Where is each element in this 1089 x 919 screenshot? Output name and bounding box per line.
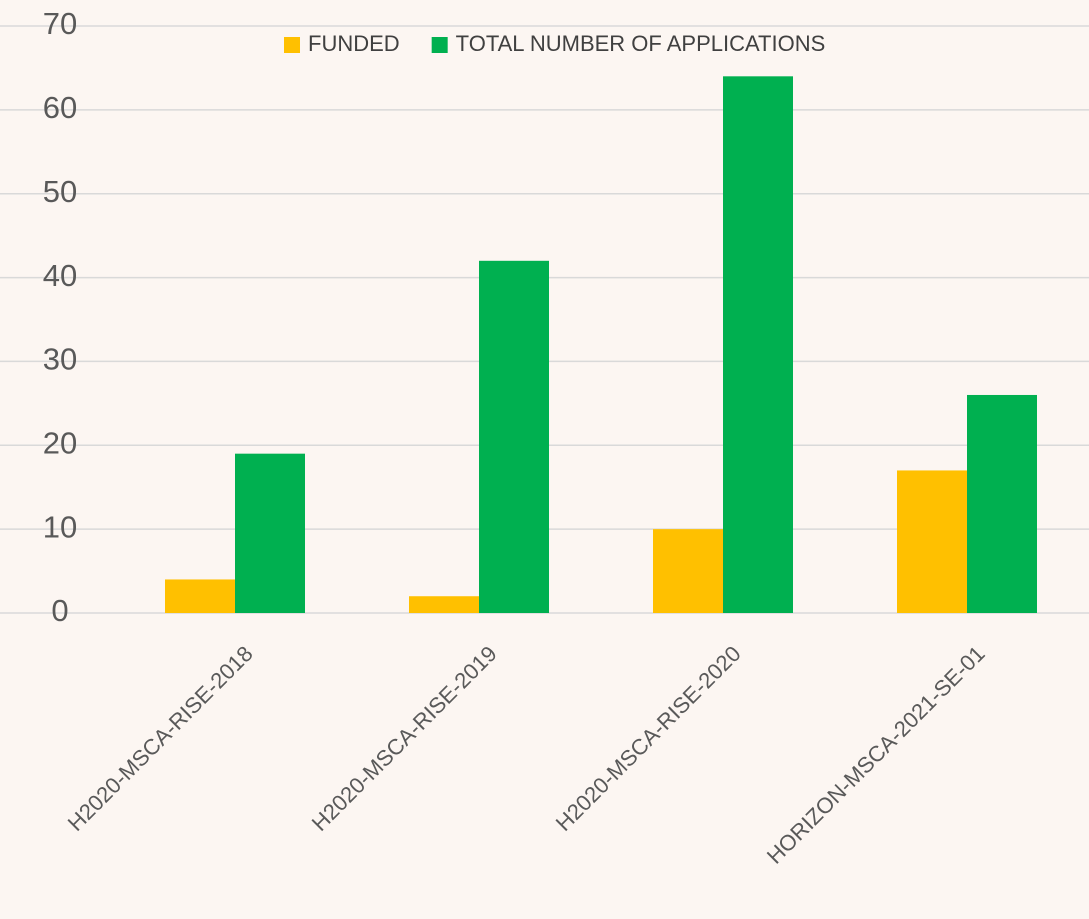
bar <box>967 394 1037 613</box>
y-tick-label: 30 <box>43 342 77 377</box>
legend-label: FUNDED <box>308 31 400 56</box>
legend-swatch <box>431 37 448 53</box>
bar <box>165 579 235 613</box>
y-tick-label: 70 <box>43 6 77 41</box>
legend-label: TOTAL NUMBER OF APPLICATIONS <box>456 31 826 56</box>
y-tick-label: 0 <box>51 593 68 628</box>
bar <box>479 260 549 613</box>
bar <box>235 453 305 613</box>
bar <box>723 76 793 614</box>
bar <box>897 470 967 613</box>
y-tick-label: 40 <box>43 258 77 293</box>
y-tick-label: 10 <box>43 509 77 544</box>
bar <box>653 529 723 613</box>
y-tick-label: 20 <box>43 425 77 460</box>
y-tick-label: 50 <box>43 174 77 209</box>
legend-swatch <box>284 37 300 53</box>
bar <box>409 596 479 613</box>
y-tick-label: 60 <box>43 90 77 125</box>
